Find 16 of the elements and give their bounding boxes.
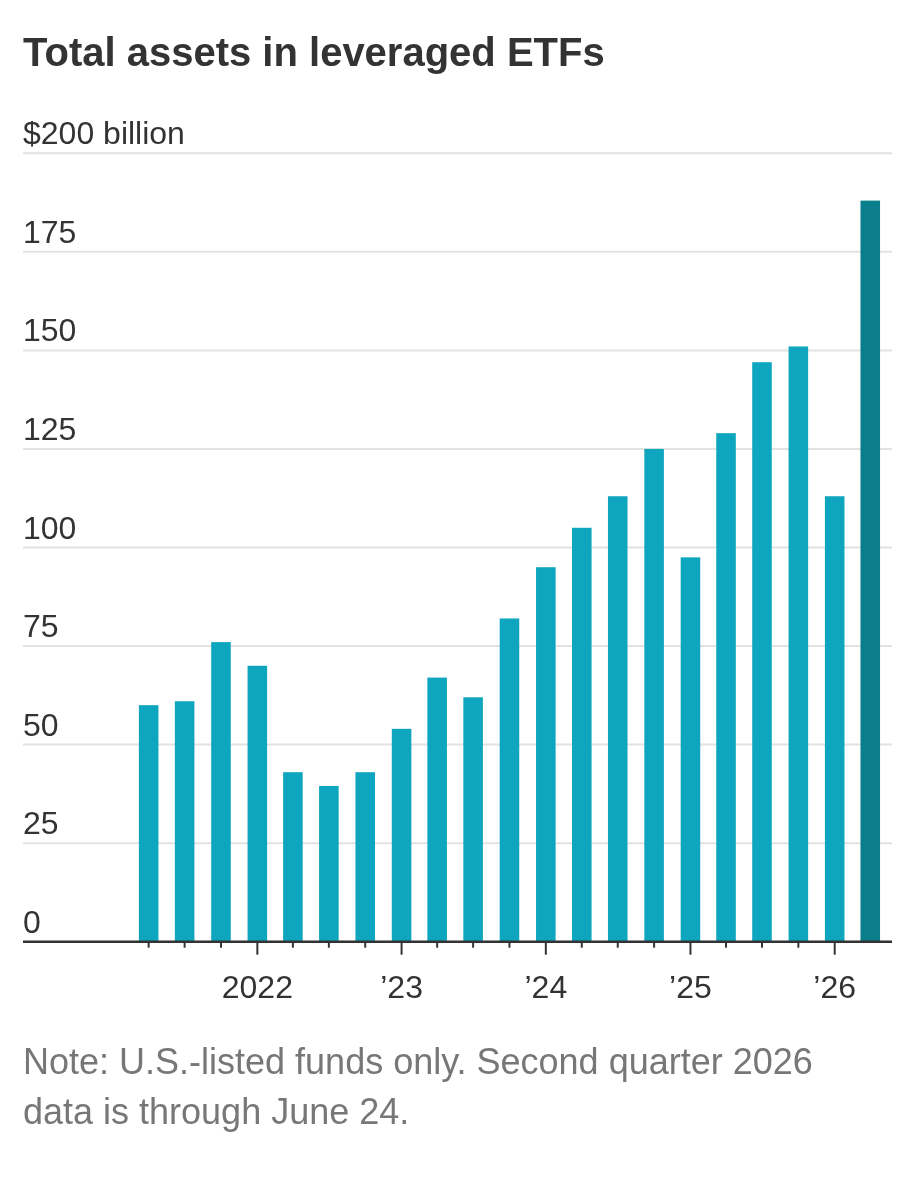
x-tick-label: ’26: [813, 969, 857, 1005]
y-tick-label: 125: [23, 410, 77, 447]
y-tick-label: 100: [23, 509, 77, 546]
y-tick-label: 175: [23, 213, 77, 250]
text: Note: U.S.-listed funds only. Second quarter 2026 data is through June 24.: [23, 1041, 813, 1132]
chart-title: Total assets in leveraged ETFs: [23, 30, 605, 74]
y-tick-label: 25: [23, 805, 59, 842]
y-tick-label: 75: [23, 608, 59, 645]
y-tick-label: 150: [23, 312, 77, 349]
x-tick-label: 2022: [221, 969, 293, 1005]
x-tick-label: ’25: [669, 969, 712, 1005]
x-tick-label: ’23: [380, 969, 423, 1005]
x-tick-label: ’24: [524, 969, 568, 1005]
y-tick-label: $200 billion: [23, 115, 185, 152]
y-tick-label: 0: [23, 903, 41, 940]
y-tick-label: 50: [23, 706, 59, 743]
